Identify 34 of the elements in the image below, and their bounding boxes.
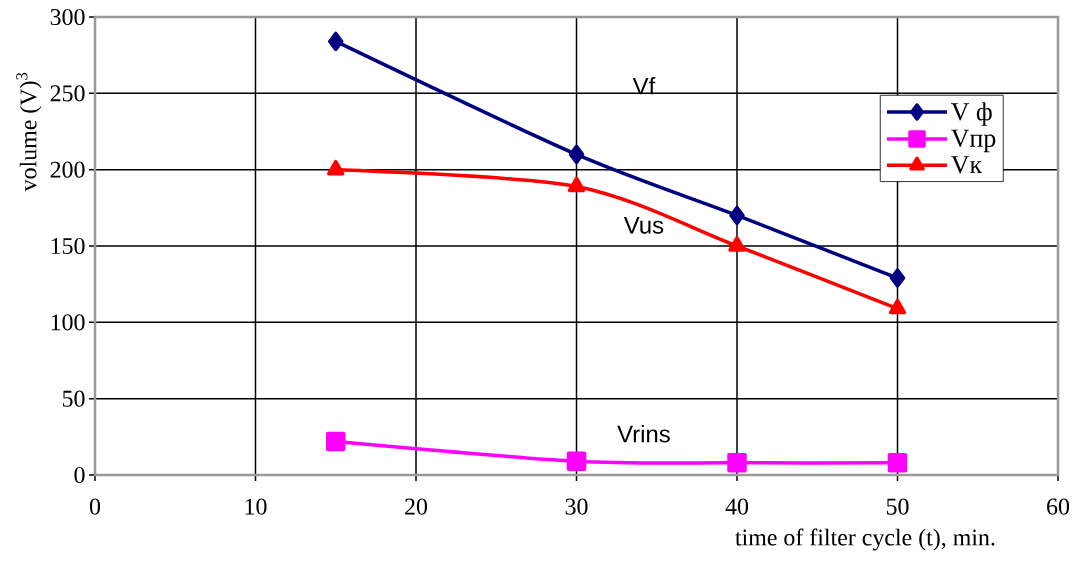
x-axis-title: time of filter cycle (t), min. — [735, 528, 995, 551]
legend-label: Vпр — [951, 129, 996, 153]
annotation: Vf — [632, 77, 656, 95]
x-tick-label: 60 — [1047, 498, 1070, 515]
y-tick-label: 150 — [51, 237, 85, 255]
point — [889, 268, 906, 288]
point — [887, 453, 908, 473]
y-tick-label: 0 — [74, 466, 85, 484]
point — [568, 144, 585, 165]
x-tick-label: 50 — [886, 498, 909, 515]
x-tick-label: 10 — [245, 498, 267, 515]
legend-label: V ф — [951, 102, 992, 126]
y-tick-label: 250 — [50, 85, 85, 102]
y-tick-label: 100 — [51, 314, 85, 331]
y-tick-label: 300 — [50, 8, 85, 26]
point — [729, 205, 745, 226]
point — [888, 298, 907, 315]
annotation: Vrins — [617, 425, 670, 443]
y-tick-label: 200 — [50, 161, 85, 178]
x-tick-label: 40 — [725, 498, 749, 515]
point — [567, 176, 586, 193]
x-tick-label: 0 — [89, 498, 101, 515]
point — [328, 31, 344, 52]
point — [327, 159, 345, 176]
annotation: Vus — [623, 217, 664, 234]
legend-label: Vк — [951, 156, 983, 174]
point — [728, 236, 746, 252]
point — [727, 453, 747, 473]
point — [326, 431, 346, 452]
x-tick-label: 20 — [405, 498, 428, 515]
x-tick-label: 30 — [565, 498, 588, 515]
y-tick-label: 50 — [62, 390, 85, 407]
y-axis-title: volume (V)$^{3}$ — [16, 72, 42, 192]
point — [566, 451, 587, 472]
